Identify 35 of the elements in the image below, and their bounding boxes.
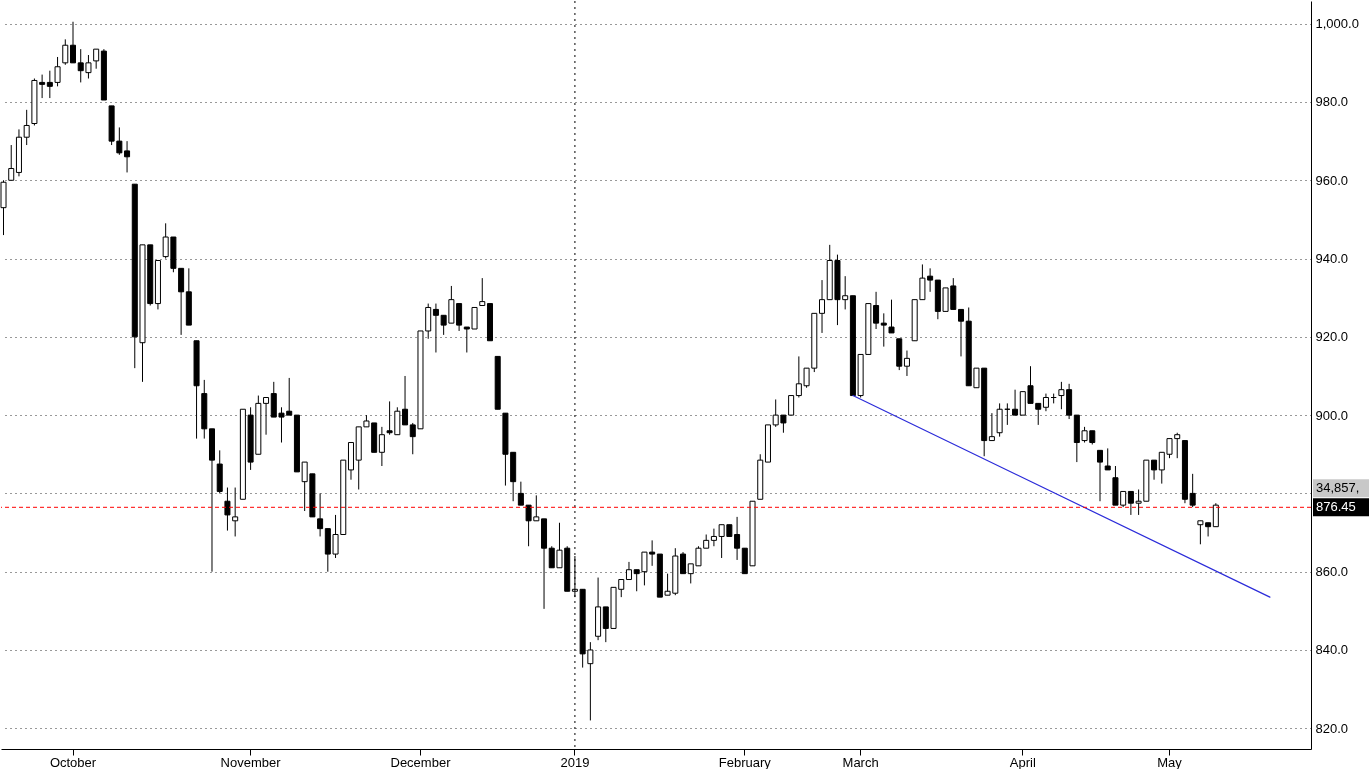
candlestick bbox=[62, 38, 69, 66]
y-tick-label: 900.0 bbox=[1315, 407, 1349, 423]
ref-line-label: 876.45 bbox=[1316, 499, 1356, 515]
candlestick bbox=[958, 308, 965, 357]
candlestick bbox=[1151, 459, 1158, 481]
y-tick-label: 980.0 bbox=[1315, 94, 1349, 110]
x-tick-label: February bbox=[718, 754, 772, 769]
candlestick bbox=[93, 48, 100, 70]
candlestick bbox=[988, 412, 995, 442]
x-tick-label: April bbox=[1009, 754, 1036, 769]
candlestick bbox=[888, 299, 895, 334]
x-tick-label: October bbox=[49, 754, 97, 769]
x-tick-label: May bbox=[1157, 754, 1183, 769]
candlestick bbox=[996, 402, 1003, 438]
y-tick-label: 920.0 bbox=[1315, 329, 1349, 345]
y-tick-label: 840.0 bbox=[1315, 642, 1349, 658]
x-tick-label: December bbox=[390, 754, 452, 769]
y-tick-label: 960.0 bbox=[1315, 172, 1349, 188]
candlestick bbox=[263, 397, 270, 436]
x-tick-label: November bbox=[220, 754, 282, 769]
candlestick bbox=[23, 109, 30, 146]
candlestick bbox=[479, 277, 486, 307]
y-tick-label: 940.0 bbox=[1315, 251, 1349, 267]
candlestick bbox=[124, 140, 131, 173]
candlestick bbox=[378, 426, 385, 467]
candlestick bbox=[1212, 502, 1219, 528]
text: 34,857, bbox=[1316, 480, 1360, 496]
y-tick-label: 1,000.0 bbox=[1315, 16, 1359, 32]
x-tick-label: March bbox=[842, 754, 879, 769]
x-tick-label: 2019 bbox=[560, 754, 590, 769]
candlestick bbox=[819, 279, 826, 334]
candlestick bbox=[1104, 447, 1111, 471]
candlestick bbox=[903, 350, 910, 377]
y-tick-label: 860.0 bbox=[1315, 564, 1349, 580]
y-tick-label: 820.0 bbox=[1315, 720, 1349, 736]
